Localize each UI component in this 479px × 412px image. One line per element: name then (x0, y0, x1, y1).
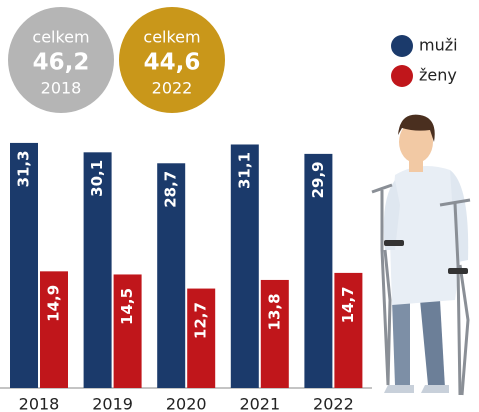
total-year: 2018 (41, 79, 82, 98)
total-year: 2022 (152, 79, 193, 98)
total-value: 46,2 (33, 50, 90, 76)
bar (260, 279, 289, 388)
value-label: 31,3 (15, 150, 33, 187)
value-label: 14,5 (118, 288, 136, 325)
value-label: 14,9 (45, 285, 63, 322)
bar (304, 153, 333, 388)
x-tick-label: 2021 (239, 395, 280, 412)
legend-marker (391, 35, 413, 57)
legend-marker (391, 65, 413, 87)
value-label: 31,1 (235, 152, 253, 189)
x-tick-label: 2018 (19, 395, 60, 412)
bar (334, 272, 363, 388)
legend-label: muži (419, 36, 458, 55)
bar (157, 163, 186, 388)
total-value: 44,6 (144, 50, 201, 76)
x-tick-label: 2019 (92, 395, 133, 412)
total-circle (8, 7, 114, 113)
x-tick-label: 2022 (313, 395, 354, 412)
total-caption: celkem (32, 28, 89, 47)
bar (187, 288, 216, 388)
bar (113, 274, 142, 388)
bar (83, 152, 112, 388)
total-caption: celkem (143, 28, 200, 47)
bar (40, 271, 68, 388)
value-label: 14,7 (339, 286, 357, 323)
illustration (371, 114, 471, 396)
value-label: 12,7 (192, 302, 210, 339)
total-circle (119, 7, 225, 113)
value-label: 13,8 (265, 293, 283, 330)
bar (230, 144, 259, 388)
value-label: 29,9 (309, 161, 327, 198)
bar (10, 142, 38, 388)
x-tick-label: 2020 (166, 395, 207, 412)
legend-label: ženy (419, 66, 457, 85)
value-label: 28,7 (162, 171, 180, 208)
value-label: 30,1 (88, 160, 106, 197)
